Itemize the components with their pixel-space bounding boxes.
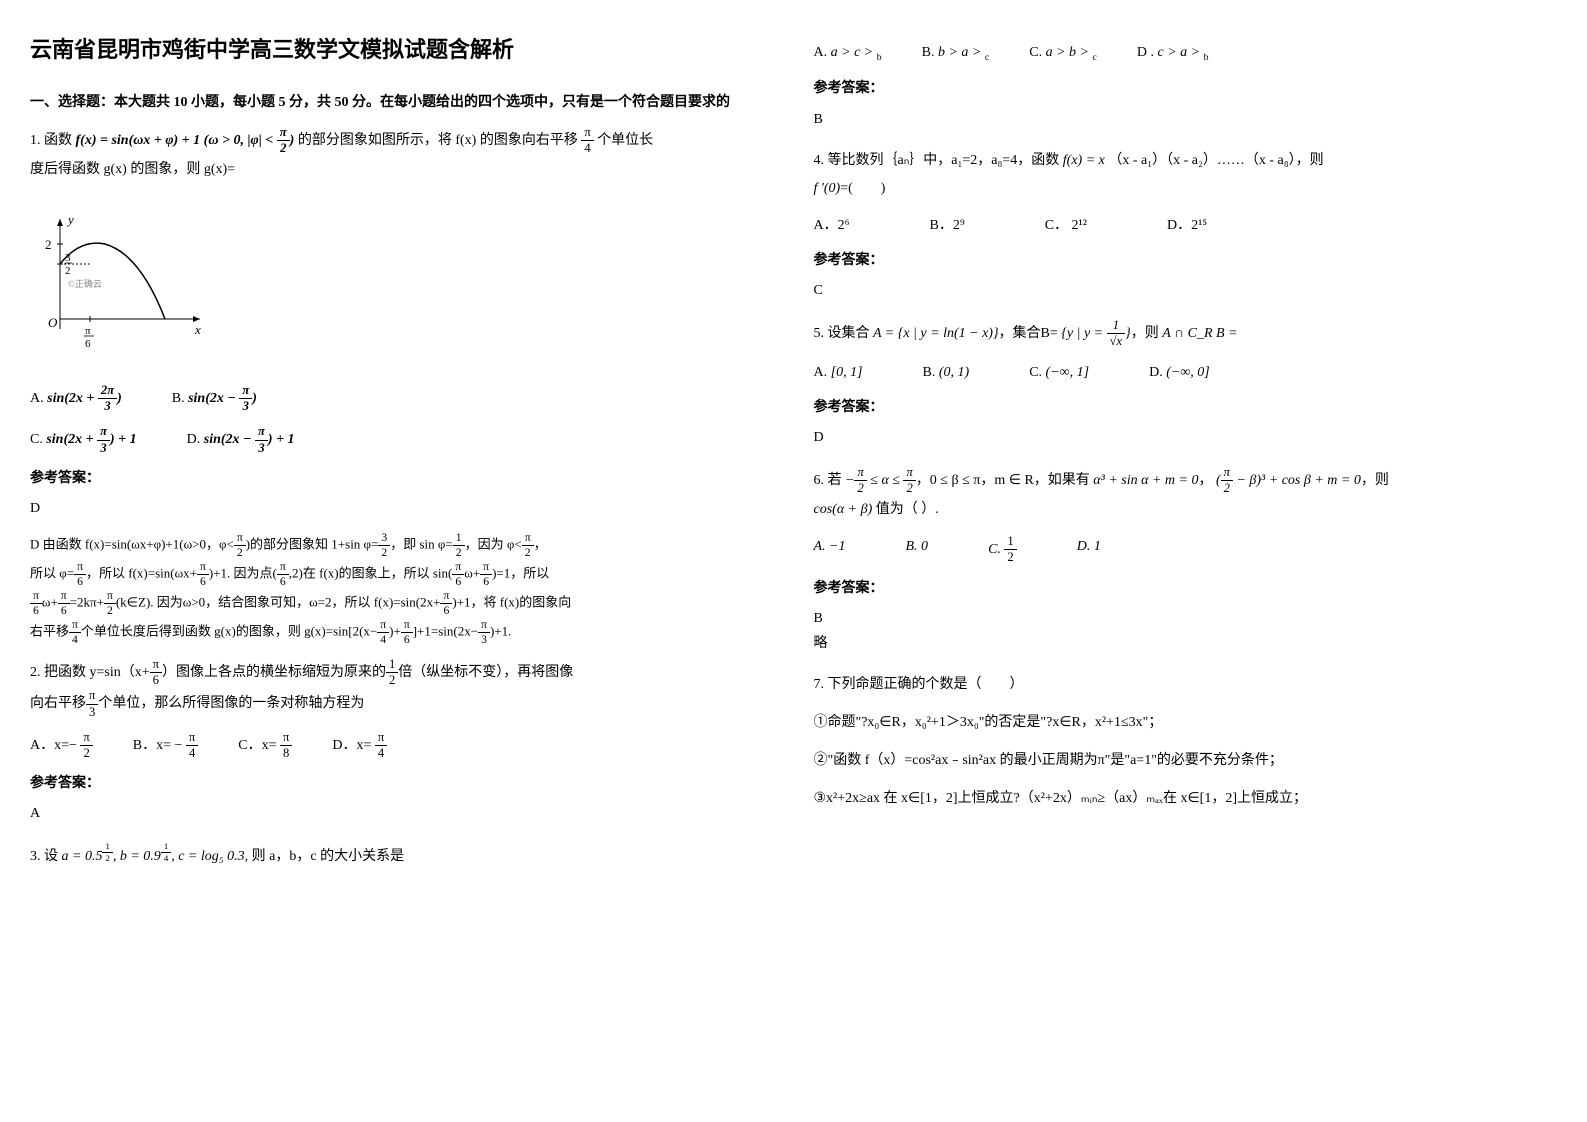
- q7-item1: ①命题"?x₀∈R，x₀²+1＞3x₀"的否定是"?x∈R，x²+1≤3x"；: [814, 709, 1558, 737]
- q7-num: 7. 下列命题正确的个数是（ ）: [814, 671, 1558, 699]
- q1-text2: 的部分图象如图所示，将 f(x) 的图象向右平移: [298, 133, 578, 148]
- q2-options: A．x=− π2 B．x= − π4 C．x= π8 D．x= π4: [30, 730, 774, 761]
- q1-answer: D: [30, 496, 774, 521]
- q1-formula: f(x) = sin(ωx + φ) + 1 (ω > 0, |φ| <: [76, 133, 277, 148]
- q1-options: A. sin(2x + 2π3) B. sin(2x − π3) C. sin(…: [30, 383, 774, 455]
- q6-options: A. −1 B. 0 C. 12 D. 1: [814, 534, 1558, 565]
- svg-text:2: 2: [45, 237, 52, 252]
- q6-answer-label: 参考答案：: [814, 576, 1558, 601]
- question-5: 5. 设集合 A = {x | y = ln(1 − x)}，集合B= {y |…: [814, 318, 1558, 349]
- q1-graph: y x O 2 3 2 π 6 ©正确云: [30, 209, 210, 349]
- q5-num: 5. 设集合: [814, 326, 870, 341]
- q7-item2: ②"函数 f（x）=cos²ax﹣sin²ax 的最小正周期为π"是"a=1"的…: [814, 747, 1558, 775]
- svg-text:O: O: [48, 315, 58, 330]
- q1-solution: D 由函数 f(x)=sin(ωx+φ)+1(ω>0，φ<π2)的部分图象知 1…: [30, 531, 774, 647]
- page-title: 云南省昆明市鸡街中学高三数学文模拟试题含解析: [30, 30, 774, 70]
- q4-options: A．2⁶ B．2⁹ C． 2¹² D．2¹⁵: [814, 213, 1558, 238]
- q1-num: 1. 函数: [30, 133, 72, 148]
- svg-text:π: π: [85, 325, 91, 337]
- svg-text:y: y: [66, 212, 74, 227]
- q2-answer: A: [30, 801, 774, 826]
- q7-item3: ③x²+2x≥ax 在 x∈[1，2]上恒成立?（x²+2x）ₘᵢₙ≥（ax）ₘ…: [814, 785, 1558, 813]
- q5-answer: D: [814, 425, 1558, 450]
- q1-answer-label: 参考答案：: [30, 466, 774, 491]
- q6-answer: B: [814, 606, 1558, 631]
- svg-text:©正确云: ©正确云: [68, 278, 102, 289]
- svg-text:x: x: [194, 322, 201, 337]
- q4-num: 4. 等比数列｛aₙ｝中，a₁=2，a₈=4，函数: [814, 153, 1060, 168]
- svg-text:2: 2: [65, 265, 71, 277]
- section-heading: 一、选择题：本大题共 10 小题，每小题 5 分，共 50 分。在每小题给出的四…: [30, 90, 774, 115]
- q2-num: 2. 把函数 y=sin（x+: [30, 665, 150, 680]
- q4-answer: C: [814, 278, 1558, 303]
- right-column: A. a > c > b B. b > a > c C. a > b > c D…: [814, 30, 1558, 881]
- question-2: 2. 把函数 y=sin（x+π6）图像上各点的横坐标缩短为原来的12倍（纵坐标…: [30, 657, 774, 719]
- q3-answer-label: 参考答案：: [814, 76, 1558, 101]
- q2-answer-label: 参考答案：: [30, 771, 774, 796]
- q6-answer2: 略: [814, 631, 1558, 656]
- question-3: 3. 设 a = 0.512, b = 0.914, c = log₅ 0.3,…: [30, 841, 774, 871]
- q3-options: A. a > c > b B. b > a > c C. a > b > c D…: [814, 40, 1558, 66]
- svg-text:6: 6: [85, 338, 91, 349]
- question-4: 4. 等比数列｛aₙ｝中，a₁=2，a₈=4，函数 f(x) = x （x - …: [814, 147, 1558, 203]
- q5-options: A. [0, 1] B. (0, 1) C. (−∞, 1] D. (−∞, 0…: [814, 360, 1558, 385]
- q1-text3: 个单位长: [597, 133, 653, 148]
- q1-text4: 度后得函数 g(x) 的图象，则 g(x)=: [30, 156, 774, 184]
- q3-num: 3. 设: [30, 849, 58, 864]
- question-1: 1. 函数 f(x) = sin(ωx + φ) + 1 (ω > 0, |φ|…: [30, 125, 774, 184]
- question-6: 6. 若 −π2 ≤ α ≤ π2，0 ≤ β ≤ π，m ∈ R，如果有 α³…: [814, 465, 1558, 524]
- question-7: 7. 下列命题正确的个数是（ ） ①命题"?x₀∈R，x₀²+1＞3x₀"的否定…: [814, 671, 1558, 813]
- left-column: 云南省昆明市鸡街中学高三数学文模拟试题含解析 一、选择题：本大题共 10 小题，…: [30, 30, 774, 881]
- q6-num: 6. 若: [814, 473, 842, 488]
- q3-answer: B: [814, 107, 1558, 132]
- q4-answer-label: 参考答案：: [814, 248, 1558, 273]
- q5-answer-label: 参考答案：: [814, 395, 1558, 420]
